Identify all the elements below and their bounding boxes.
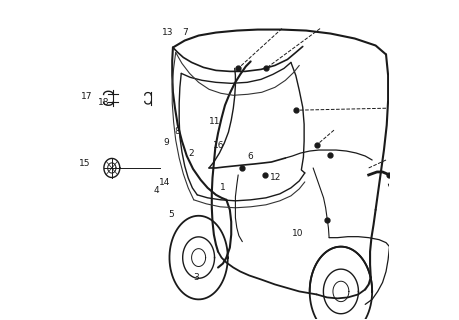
Text: 9: 9 [163, 138, 168, 147]
Text: 16: 16 [213, 141, 224, 150]
Text: 11: 11 [209, 117, 221, 126]
Text: 17: 17 [81, 92, 93, 101]
Text: 2: 2 [189, 149, 194, 158]
Text: 6: 6 [247, 152, 253, 161]
Text: 4: 4 [153, 186, 159, 195]
Text: 14: 14 [159, 178, 170, 187]
Text: 3: 3 [193, 273, 199, 282]
Text: 8: 8 [174, 127, 180, 136]
Text: 10: 10 [292, 229, 304, 238]
Text: 15: 15 [79, 159, 90, 168]
Text: 13: 13 [162, 28, 173, 37]
Text: 1: 1 [220, 183, 226, 192]
Text: 12: 12 [270, 173, 281, 182]
Text: 7: 7 [182, 28, 188, 37]
Text: 5: 5 [168, 210, 174, 219]
Text: 18: 18 [98, 98, 109, 107]
